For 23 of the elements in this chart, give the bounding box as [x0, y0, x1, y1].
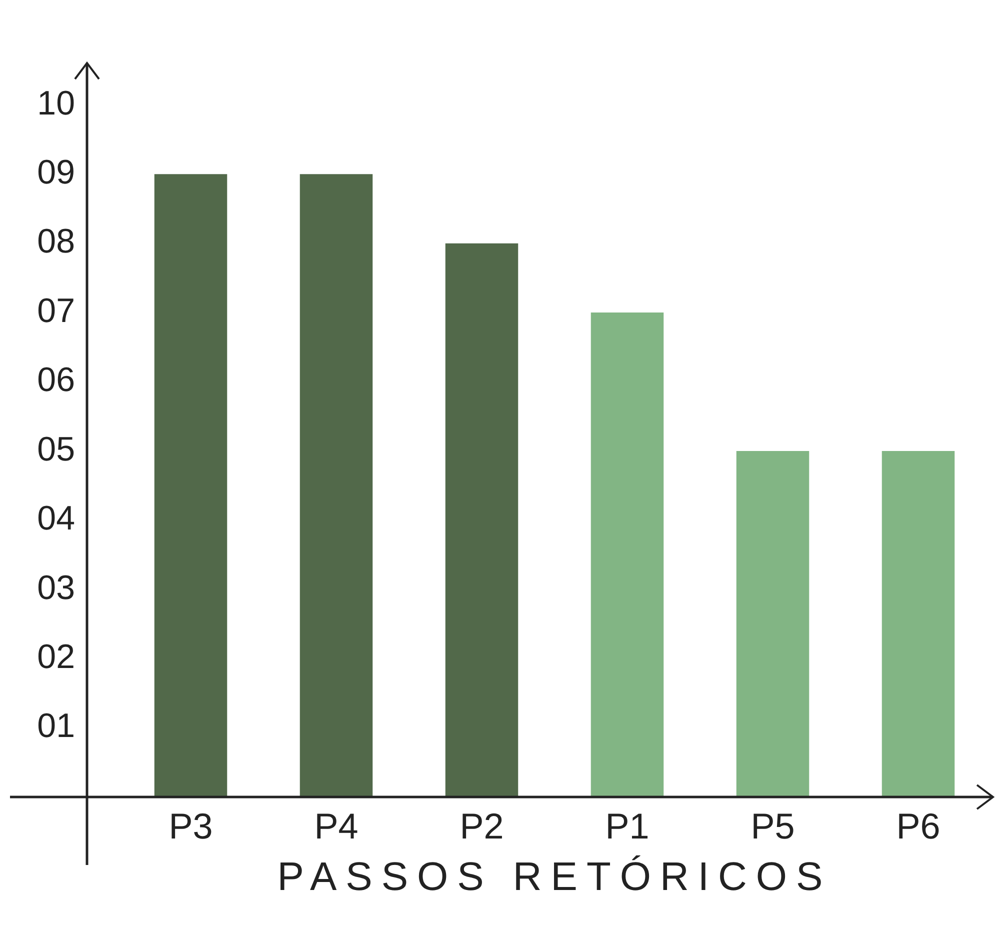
y-tick-label: 09 — [37, 154, 75, 192]
x-tick-label: P3 — [168, 806, 213, 847]
y-tick-label: 01 — [37, 707, 75, 746]
y-tick-label: 02 — [37, 638, 75, 676]
x-axis-title: PASSOS RETÓRICOS — [276, 855, 833, 900]
y-tick-label: 07 — [37, 292, 75, 330]
y-tick-label: 06 — [37, 361, 75, 400]
x-tick-label: P6 — [896, 806, 940, 847]
bar — [300, 174, 373, 797]
bar — [882, 450, 955, 797]
y-tick-label: 10 — [37, 84, 75, 122]
x-tick-label: P4 — [314, 806, 358, 847]
y-tick-label: 04 — [37, 500, 75, 538]
y-tick-label: 08 — [37, 222, 75, 261]
bar — [154, 174, 228, 797]
y-tick-label: 03 — [37, 568, 75, 607]
x-tick-label: P2 — [460, 806, 504, 847]
bar — [445, 243, 518, 797]
y-tick-label: 05 — [37, 430, 75, 468]
x-tick-label: P5 — [750, 806, 795, 847]
bar — [736, 450, 810, 797]
x-tick-label: P1 — [605, 806, 650, 847]
bar — [590, 312, 664, 797]
